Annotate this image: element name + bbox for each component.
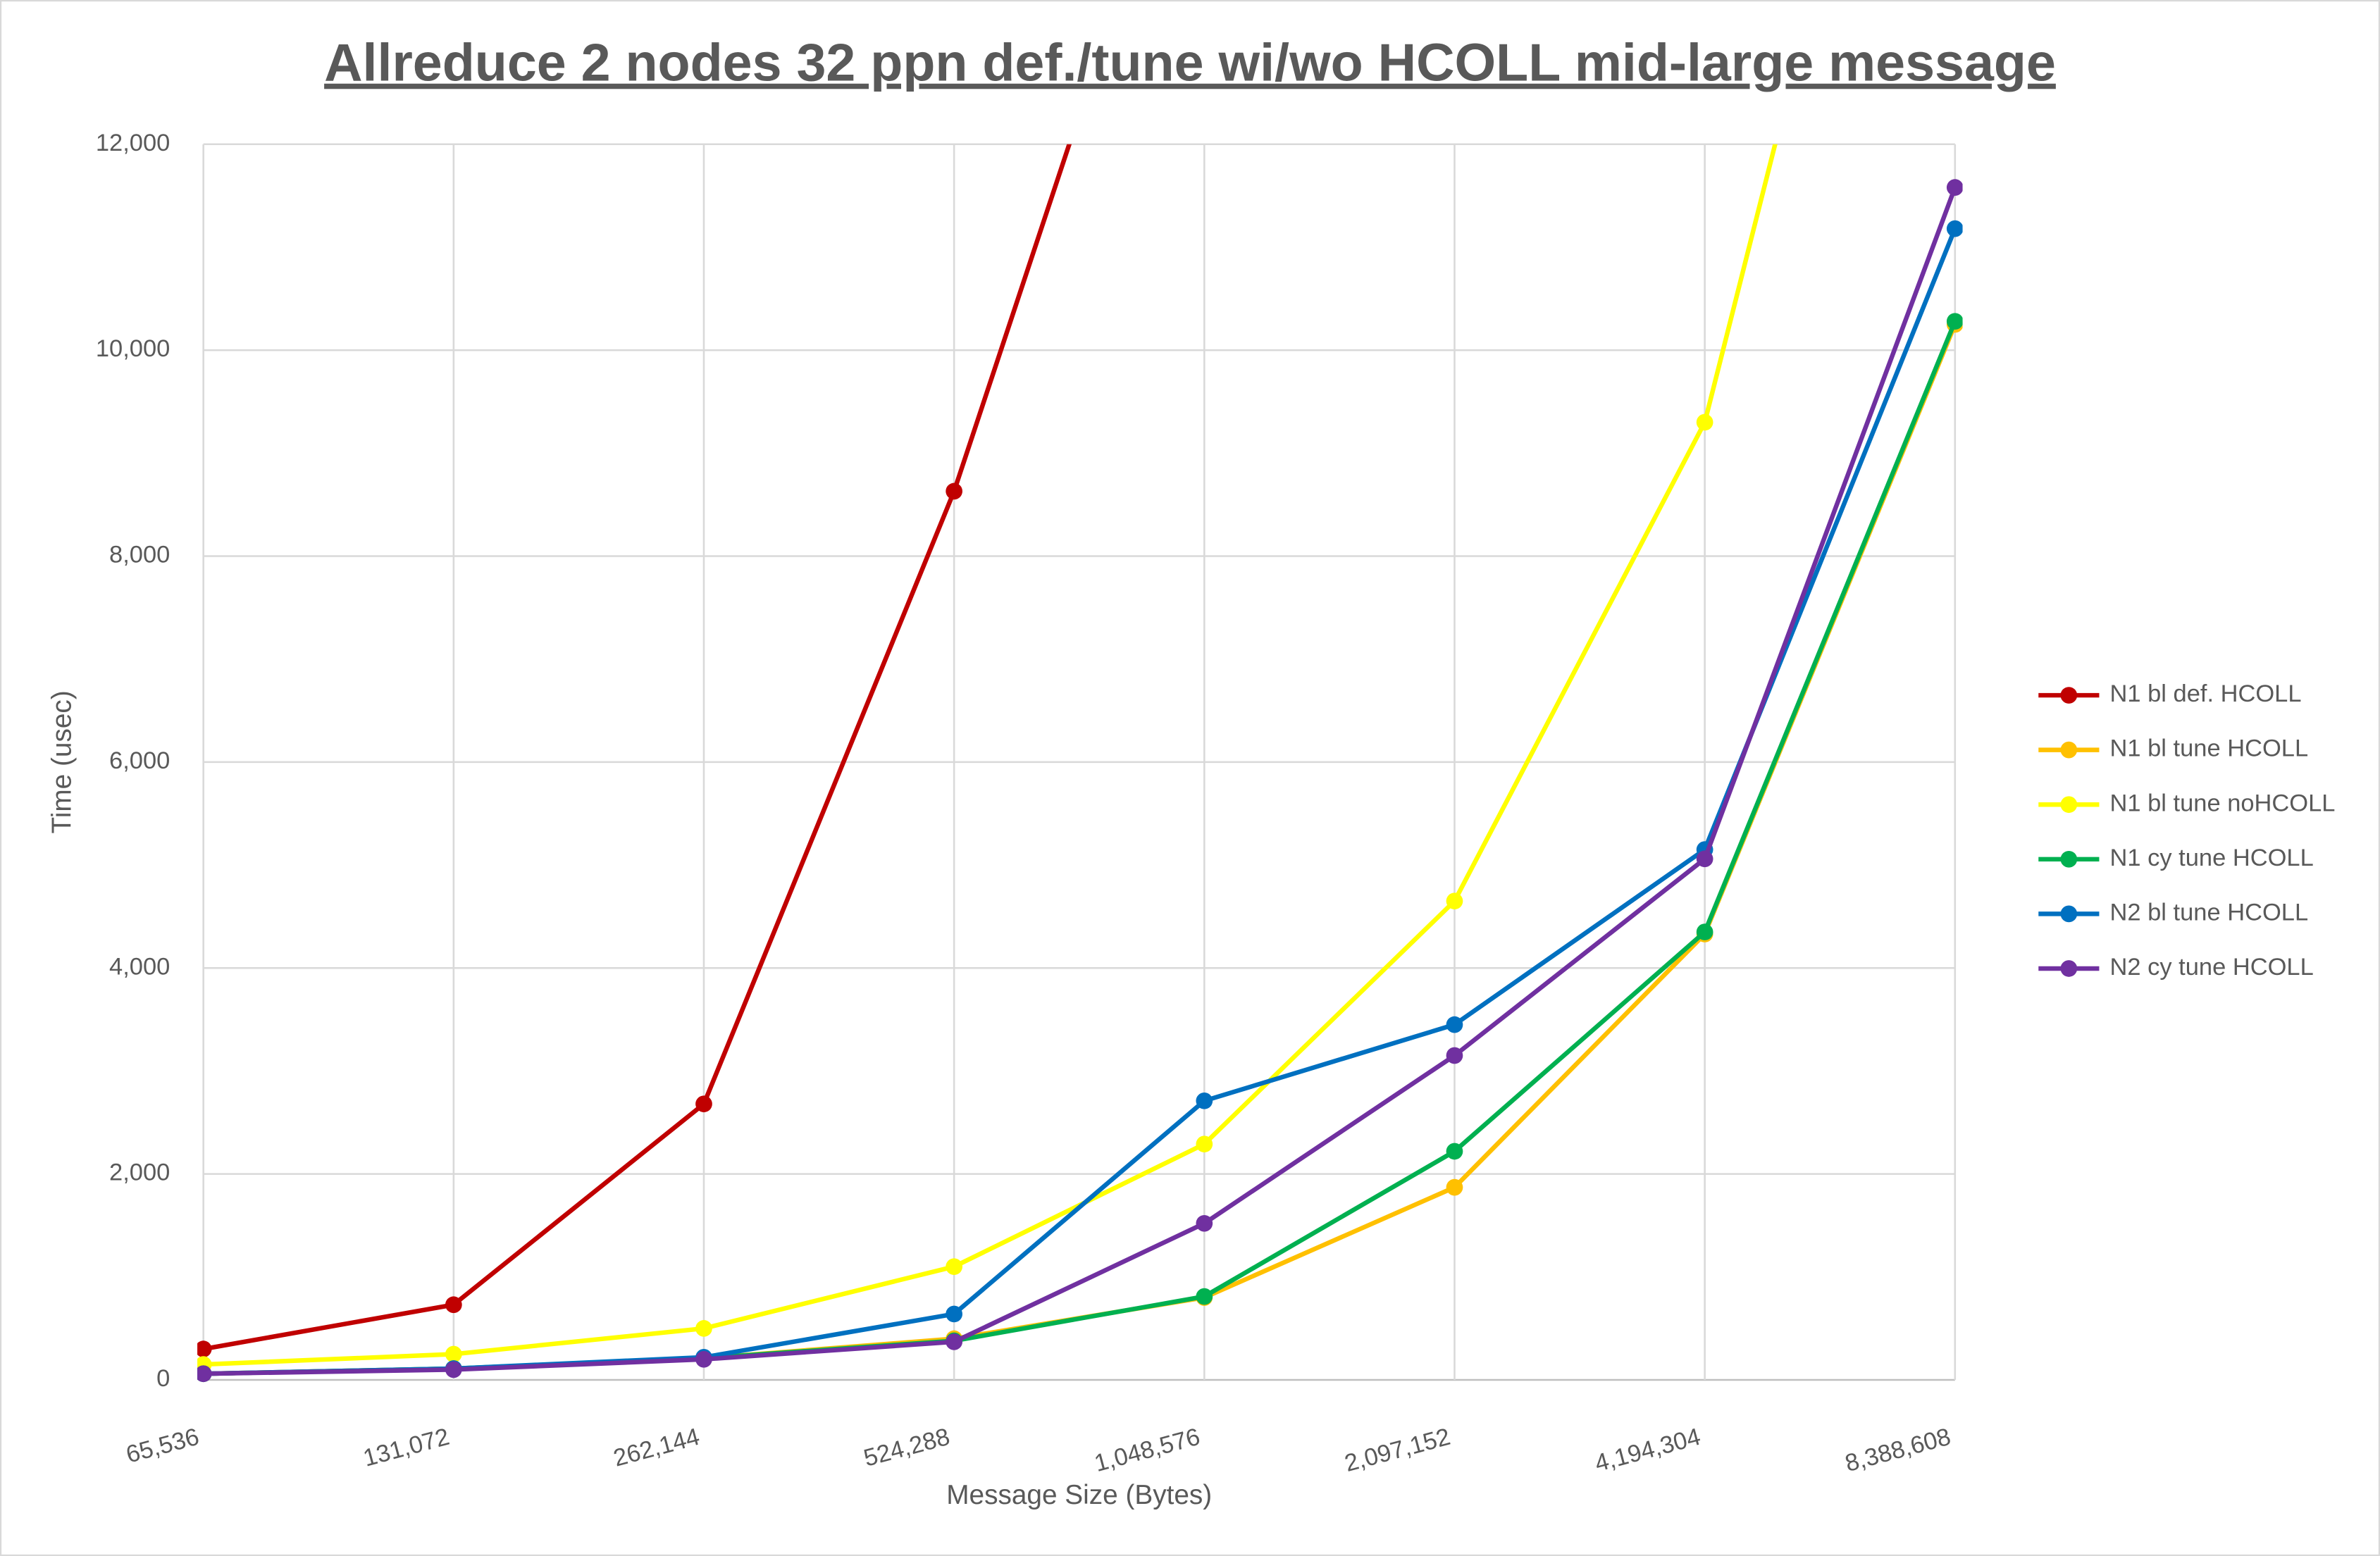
- data-point: [1446, 1143, 1463, 1160]
- legend-label: N1 cy tune HCOLL: [2110, 845, 2314, 871]
- legend-marker: [2060, 960, 2078, 977]
- data-point: [1446, 1016, 1463, 1033]
- data-point: [1946, 313, 1963, 330]
- legend-marker: [2060, 687, 2078, 704]
- legend-label: N1 bl tune HCOLL: [2110, 735, 2309, 762]
- data-point: [445, 1345, 462, 1363]
- data-point: [695, 1095, 712, 1113]
- data-point: [197, 1340, 212, 1357]
- x-axis-title: Message Size (Bytes): [946, 1480, 1212, 1510]
- data-point: [197, 1365, 212, 1383]
- data-point: [1446, 892, 1463, 910]
- data-point: [1946, 220, 1963, 237]
- chart-title: Allreduce 2 nodes 32 ppn def./tune wi/wo…: [324, 33, 2056, 92]
- legend-marker: [2060, 741, 2078, 759]
- y-tick-label: 10,000: [96, 335, 170, 362]
- data-point: [946, 483, 963, 500]
- legend-label: N2 cy tune HCOLL: [2110, 954, 2314, 981]
- data-point: [445, 1296, 462, 1314]
- y-tick-label: 12,000: [96, 130, 170, 156]
- y-tick-label: 6,000: [109, 747, 170, 774]
- data-point: [946, 1258, 963, 1276]
- data-point: [1946, 179, 1963, 196]
- data-point: [1196, 1135, 1213, 1153]
- y-tick-label: 8,000: [109, 542, 170, 568]
- legend-label: N1 bl def. HCOLL: [2110, 680, 2302, 707]
- data-point: [1696, 413, 1713, 431]
- legend-label: N1 bl tune noHCOLL: [2110, 790, 2336, 816]
- legend-marker: [2060, 850, 2078, 868]
- y-axis-title: Time (usec): [47, 690, 78, 833]
- data-point: [695, 1320, 712, 1337]
- data-point: [946, 1305, 963, 1323]
- y-tick-label: 2,000: [109, 1159, 170, 1186]
- data-point: [946, 1333, 963, 1350]
- y-tick-label: 0: [156, 1365, 170, 1392]
- data-point: [1696, 923, 1713, 940]
- series-line: [203, 187, 1957, 1376]
- data-point: [1196, 1092, 1213, 1109]
- data-point: [695, 1350, 712, 1368]
- data-point: [1696, 850, 1713, 868]
- legend-label: N2 bl tune HCOLL: [2110, 899, 2309, 926]
- y-tick-label: 4,000: [109, 953, 170, 980]
- legend-marker: [2060, 905, 2078, 923]
- data-point: [1196, 1214, 1213, 1232]
- data-point: [1196, 1288, 1213, 1305]
- data-point: [1446, 1178, 1463, 1196]
- data-point: [445, 1361, 462, 1378]
- data-point: [1446, 1047, 1463, 1064]
- legend-marker: [2060, 796, 2078, 814]
